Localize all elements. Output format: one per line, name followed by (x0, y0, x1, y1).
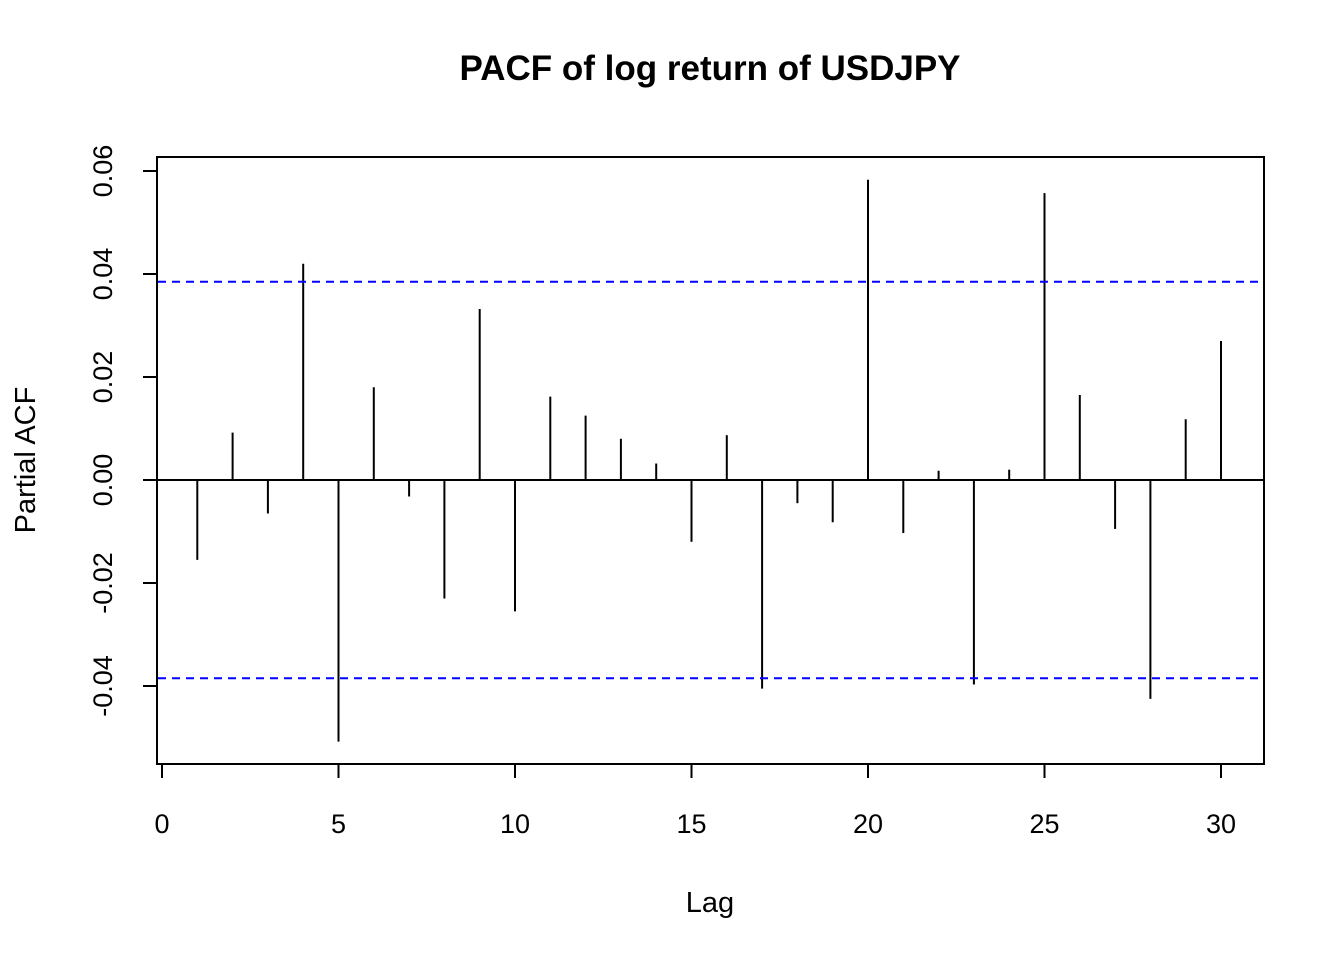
x-axis: 0 5 10 15 20 25 30 (154, 763, 1236, 839)
y-tick-label: -0.04 (88, 655, 118, 717)
x-tick-label: 5 (331, 809, 346, 839)
x-tick-label: 0 (154, 809, 169, 839)
y-tick-label: -0.02 (88, 552, 118, 614)
y-axis: -0.04 -0.02 0.00 0.02 0.04 0.06 (88, 145, 158, 717)
y-axis-label: Partial ACF (10, 387, 42, 534)
chart-title: PACF of log return of USDJPY (459, 49, 960, 88)
plot-frame (156, 156, 1265, 765)
x-tick-label: 30 (1206, 809, 1236, 839)
x-tick-label: 10 (500, 809, 530, 839)
pacf-bars (157, 179, 1263, 742)
y-tick-label: 0.00 (88, 454, 118, 507)
x-tick-label: 15 (676, 809, 706, 839)
y-tick-label: 0.02 (88, 351, 118, 404)
confidence-bounds (158, 280, 1263, 680)
y-tick-label: 0.04 (88, 248, 118, 301)
x-tick-label: 20 (853, 809, 883, 839)
x-tick-label: 25 (1029, 809, 1059, 839)
x-axis-label: Lag (686, 887, 734, 919)
y-tick-label: 0.06 (88, 145, 118, 198)
